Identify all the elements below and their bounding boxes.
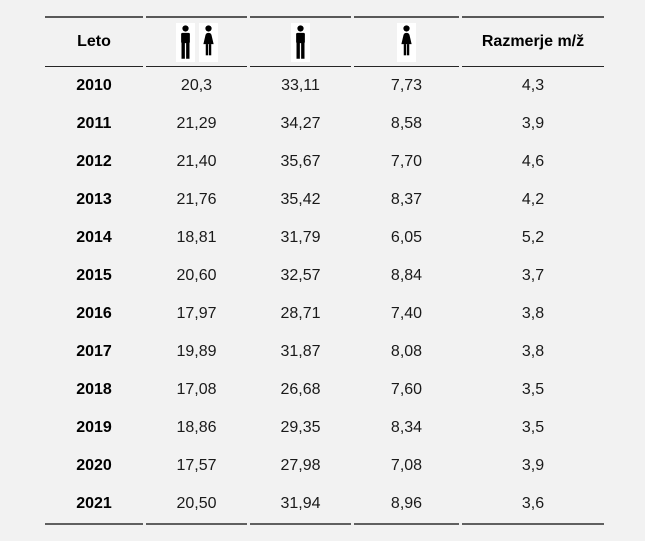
year-cell: 2010 xyxy=(76,77,112,94)
men-cell: 27,98 xyxy=(280,457,321,474)
total-cell: 17,97 xyxy=(176,305,217,322)
year-cell: 2020 xyxy=(76,457,112,474)
women-cell: 8,58 xyxy=(390,115,423,132)
year-cell: 2011 xyxy=(76,115,112,132)
total-cell: 21,76 xyxy=(176,191,217,208)
woman-icon xyxy=(198,22,218,62)
table-row: 2018 17,08 26,68 7,60 3,5 xyxy=(45,371,604,409)
table-row: 2020 17,57 27,98 7,08 3,9 xyxy=(45,447,604,485)
table-row: 2021 20,50 31,94 8,96 3,6 xyxy=(45,485,604,525)
total-cell: 20,60 xyxy=(176,267,217,284)
header-total xyxy=(146,16,247,67)
year-cell: 2012 xyxy=(76,153,112,170)
women-cell: 7,40 xyxy=(390,305,423,322)
total-cell: 18,86 xyxy=(176,419,217,436)
men-cell: 26,68 xyxy=(280,381,321,398)
total-cell: 19,89 xyxy=(176,343,217,360)
ratio-cell: 3,8 xyxy=(521,305,545,322)
men-cell: 35,67 xyxy=(280,153,321,170)
year-cell: 2021 xyxy=(45,485,143,525)
men-cell: 31,79 xyxy=(280,229,321,246)
ratio-cell: 4,2 xyxy=(521,191,545,208)
year-cell: 2018 xyxy=(76,381,112,398)
men-cell: 31,94 xyxy=(250,485,351,525)
table-row: 2014 18,81 31,79 6,05 5,2 xyxy=(45,219,604,257)
women-cell: 8,84 xyxy=(390,267,423,284)
women-cell: 6,05 xyxy=(390,229,423,246)
year-cell: 2019 xyxy=(76,419,112,436)
total-cell: 17,08 xyxy=(176,381,217,398)
header-women xyxy=(354,16,459,67)
header-ratio: Razmerje m/ž xyxy=(462,16,604,67)
woman-icon xyxy=(397,22,416,62)
women-cell: 8,34 xyxy=(390,419,423,436)
ratio-cell: 3,9 xyxy=(521,115,545,132)
ratio-cell: 4,6 xyxy=(521,153,545,170)
total-cell: 20,50 xyxy=(146,485,247,525)
table-row: 2016 17,97 28,71 7,40 3,8 xyxy=(45,295,604,333)
women-cell: 7,60 xyxy=(390,381,423,398)
men-cell: 33,11 xyxy=(281,77,320,94)
total-cell: 17,57 xyxy=(176,457,217,474)
men-cell: 32,57 xyxy=(280,267,321,284)
ratio-cell: 3,5 xyxy=(521,419,545,436)
table-row: 2010 20,3 33,11 7,73 4,3 xyxy=(45,67,604,105)
women-cell: 8,08 xyxy=(390,343,423,360)
header-row: Leto Razmerje m/ž xyxy=(45,16,604,67)
table-row: 2012 21,40 35,67 7,70 4,6 xyxy=(45,143,604,181)
year-cell: 2017 xyxy=(76,343,112,360)
header-year-label: Leto xyxy=(77,33,111,50)
header-year: Leto xyxy=(45,16,143,67)
men-cell: 35,42 xyxy=(280,191,321,208)
total-cell: 18,81 xyxy=(176,229,217,246)
table-row: 2013 21,76 35,42 8,37 4,2 xyxy=(45,181,604,219)
table-row: 2011 21,29 34,27 8,58 3,9 xyxy=(45,105,604,143)
table-row: 2019 18,86 29,35 8,34 3,5 xyxy=(45,409,604,447)
women-cell: 7,08 xyxy=(390,457,423,474)
ratio-cell: 3,7 xyxy=(521,267,545,284)
women-cell: 7,70 xyxy=(390,153,423,170)
women-cell: 7,73 xyxy=(390,77,423,94)
total-cell: 21,40 xyxy=(176,153,217,170)
header-men xyxy=(250,16,351,67)
women-cell: 8,37 xyxy=(390,191,423,208)
year-cell: 2014 xyxy=(76,229,112,246)
year-cell: 2015 xyxy=(76,267,112,284)
header-ratio-label: Razmerje m/ž xyxy=(481,33,585,50)
man-icon xyxy=(291,22,310,62)
women-cell: 8,96 xyxy=(354,485,459,525)
men-women-icon-pair xyxy=(175,22,218,62)
men-cell: 31,87 xyxy=(280,343,321,360)
men-cell: 34,27 xyxy=(280,115,321,132)
man-icon xyxy=(175,22,195,62)
year-cell: 2016 xyxy=(76,305,112,322)
ratio-cell: 3,6 xyxy=(462,485,604,525)
men-cell: 29,35 xyxy=(280,419,321,436)
table-row: 2015 20,60 32,57 8,84 3,7 xyxy=(45,257,604,295)
total-cell: 20,3 xyxy=(180,77,213,94)
total-cell: 21,29 xyxy=(176,115,217,132)
men-cell: 28,71 xyxy=(280,305,321,322)
statistics-table: Leto Razmerje m/ž 2010 20,3 33,11 7,73 4… xyxy=(42,16,607,525)
year-cell: 2013 xyxy=(76,191,112,208)
table-row: 2017 19,89 31,87 8,08 3,8 xyxy=(45,333,604,371)
ratio-cell: 3,8 xyxy=(521,343,545,360)
ratio-cell: 3,9 xyxy=(521,457,545,474)
ratio-cell: 5,2 xyxy=(521,229,545,246)
ratio-cell: 4,3 xyxy=(521,77,545,94)
ratio-cell: 3,5 xyxy=(521,381,545,398)
